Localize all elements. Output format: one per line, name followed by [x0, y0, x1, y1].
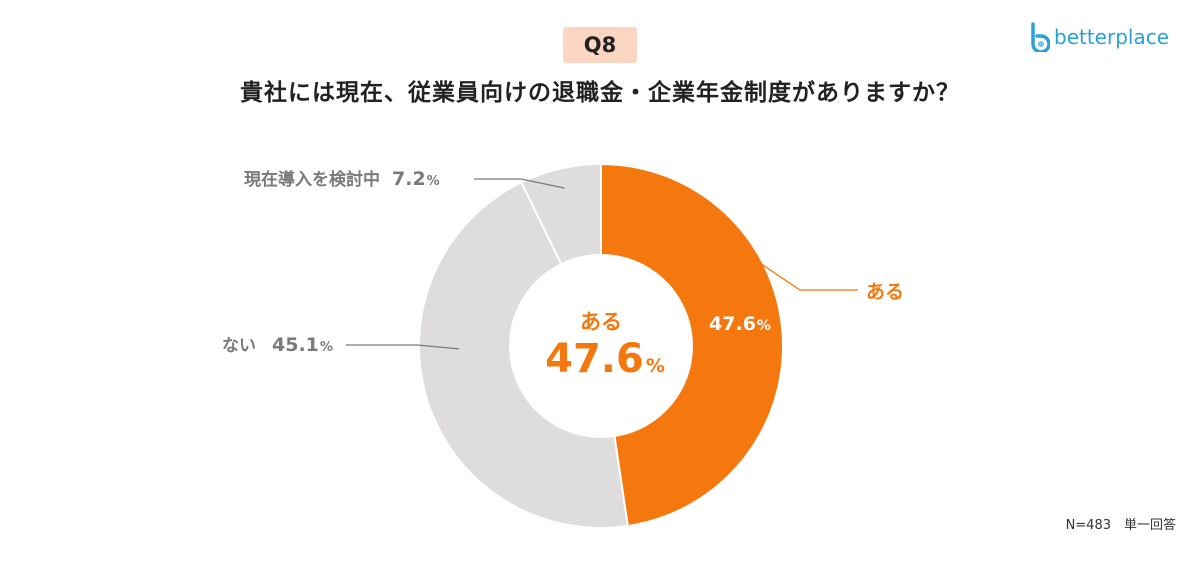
center-value-percent: %: [646, 355, 665, 377]
leader-lines: [346, 178, 858, 350]
logo-text: betterplace: [1054, 25, 1170, 49]
donut-slice-1: [418, 181, 629, 529]
legend-label-nai-name: ない: [222, 336, 256, 356]
legend-label-kentou-number: 7.2: [392, 168, 426, 190]
legend-label-nai-number: 45.1: [272, 334, 319, 356]
slice-inner-percent: %: [757, 318, 771, 334]
betterplace-logo-icon: [1031, 22, 1050, 52]
legend-label-nai: ない 45.1%: [222, 334, 333, 356]
legend-label-kentou: 現在導入を検討中 7.2%: [244, 168, 440, 190]
legend-label-kentou-name: 現在導入を検討中: [244, 169, 380, 190]
leader-line-nai: [346, 344, 460, 350]
donut-slice-2: [520, 162, 602, 266]
leader-line-kentou: [474, 178, 565, 189]
legend-label-nai-percent: %: [320, 340, 333, 355]
center-value-number: 47.6: [545, 336, 644, 382]
leader-line-aru: [736, 247, 858, 291]
center-label: ある: [580, 310, 622, 334]
legend-label-kentou-percent: %: [427, 174, 440, 189]
question-number: Q8: [583, 33, 617, 57]
slice-inner-label-aru: 47.6%: [709, 313, 771, 335]
sample-size-note: N=483 単一回答: [1065, 518, 1176, 533]
question-title: 貴社には現在、従業員向けの退職金・企業年金制度がありますか？: [240, 80, 960, 106]
question-badge: Q8: [563, 27, 637, 63]
center-value: 47.6%: [545, 336, 665, 382]
slice-inner-number: 47.6: [709, 313, 756, 335]
logo: betterplace: [1030, 22, 1169, 52]
donut-slices: [418, 162, 784, 529]
donut-slice-0: [600, 162, 784, 528]
legend-label-aru: ある: [866, 281, 904, 303]
